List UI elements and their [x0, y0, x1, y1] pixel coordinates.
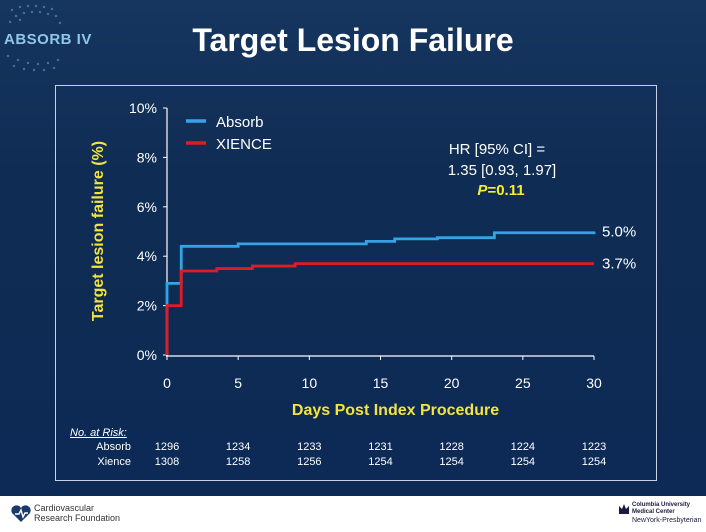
- x-tick-label: 5: [234, 375, 242, 391]
- logo-text: ABSORB IV: [4, 31, 92, 48]
- p-number: =0.11: [487, 182, 524, 199]
- axes: 0% 2% 4% 6% 8% 10% 0 5 10 15 20 25 30: [129, 100, 602, 391]
- p-symbol: P: [477, 182, 488, 199]
- y-tick-label: 10%: [129, 100, 157, 116]
- x-axis-title: Days Post Index Procedure: [292, 402, 499, 419]
- y-tick-label: 0%: [137, 347, 157, 363]
- hr-label: HR [95% CI] =: [449, 141, 546, 158]
- p-value: P=0.11: [477, 182, 524, 199]
- end-label-absorb: 5.0%: [602, 224, 636, 241]
- absorb-logo-graphic: [6, 4, 62, 72]
- x-tick-label: 25: [515, 375, 531, 391]
- absorb-iv-logo: ABSORB IV: [0, 0, 110, 80]
- cu-line2: Medical Center: [632, 509, 675, 515]
- chart-labels: Days Post Index Procedure Target lesion f…: [90, 114, 636, 419]
- x-tick-label: 15: [373, 375, 389, 391]
- crf-heart-icon: [11, 505, 31, 522]
- hr-value: 1.35 [0.93, 1.97]: [448, 162, 556, 179]
- legend-label-absorb: Absorb: [216, 114, 264, 131]
- series-line-xience: [165, 262, 594, 355]
- footer: Cardiovascular Research Foundation Colum…: [0, 496, 706, 532]
- y-tick-label: 6%: [137, 199, 157, 215]
- tlf-chart: 0% 2% 4% 6% 8% 10% 0 5 10 15 20 25 30 Days Post Inde…: [90, 100, 636, 419]
- x-tick-label: 30: [586, 375, 602, 391]
- x-tick-label: 0: [163, 375, 171, 391]
- crf-line1: Cardiovascular: [34, 503, 95, 513]
- slide-title: Target Lesion Failure: [192, 22, 514, 58]
- y-tick-label: 8%: [137, 149, 157, 165]
- columbia-name: Columbia University Medical Center: [632, 502, 690, 516]
- legend-label-xience: XIENCE: [216, 136, 272, 153]
- y-axis-title: Target lesion failure (%): [90, 141, 107, 321]
- x-tick-label: 20: [444, 375, 460, 391]
- y-tick-label: 4%: [137, 248, 157, 264]
- columbia-crown-icon: [619, 504, 629, 514]
- y-tick-label: 2%: [137, 298, 157, 314]
- series-line-absorb: [165, 231, 596, 355]
- end-label-xience: 3.7%: [602, 256, 636, 273]
- series-lines: [165, 231, 596, 355]
- crf-line2: Research Foundation: [34, 513, 121, 523]
- crf-name: Cardiovascular Research Foundation: [34, 503, 120, 523]
- slide-background: [0, 0, 706, 496]
- nyp-name: NewYork-Presbyterian: [632, 517, 702, 524]
- plot-frame: [55, 85, 657, 481]
- cu-line1: Columbia University: [632, 502, 691, 508]
- x-tick-label: 10: [302, 375, 318, 391]
